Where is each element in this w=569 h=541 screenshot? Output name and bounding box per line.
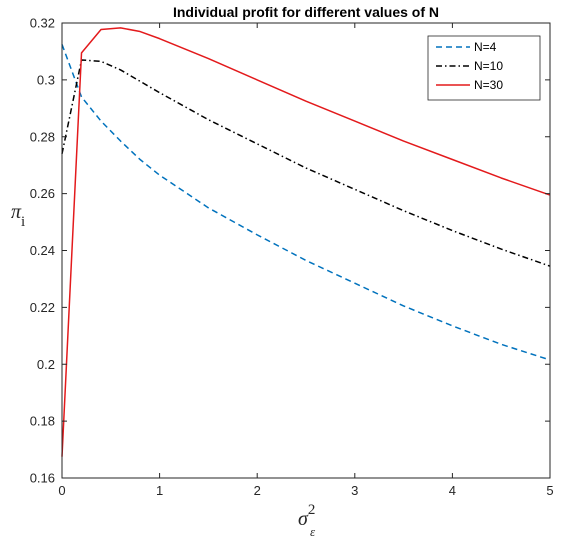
tick-layer: 0 1 2 3 4 5 0.16 0.18 0.2 0.22 0.24 0.26 0.28 0.3 0.32 [30,16,554,499]
x-tick-label: 5 [546,483,553,498]
y-tick-label: 0.18 [30,414,55,429]
legend-label: N=10 [474,59,503,73]
y-tick-label: 0.32 [30,16,55,31]
x-axis-label-sub: ε [310,524,316,539]
x-tick-label: 3 [351,483,358,498]
series-layer [61,27,551,457]
y-axis-label: πi [11,201,25,230]
y-tick-label: 0.16 [30,471,55,486]
legend-label: N=4 [474,40,497,54]
legend: N=4 N=10 N=30 [427,35,541,101]
chart-title: Individual profit for different values o… [173,4,439,20]
x-tick-label: 0 [58,483,65,498]
y-tick-label: 0.2 [37,357,55,372]
x-tick-label: 2 [254,483,261,498]
legend-label: N=30 [474,78,503,92]
y-tick-label: 0.3 [37,72,55,87]
x-axis-label-sup: 2 [308,502,316,518]
x-axis-label-base: σ [298,508,309,530]
series-line-n-4 [61,44,551,361]
legend-entries: N=4 N=10 N=30 [436,40,503,92]
x-axis-label: σ2 [298,502,315,530]
y-tick-label: 0.24 [30,243,55,258]
plot-frame [61,22,551,479]
y-axis-label-base: π [11,201,22,223]
y-tick-label: 0.28 [30,129,55,144]
x-tick-label: 1 [156,483,163,498]
y-tick-label: 0.22 [30,300,55,315]
y-tick-label: 0.26 [30,186,55,201]
y-axis-label-sub: i [21,214,25,230]
series-line-n-30 [61,27,551,457]
x-tick-label: 4 [449,483,456,498]
